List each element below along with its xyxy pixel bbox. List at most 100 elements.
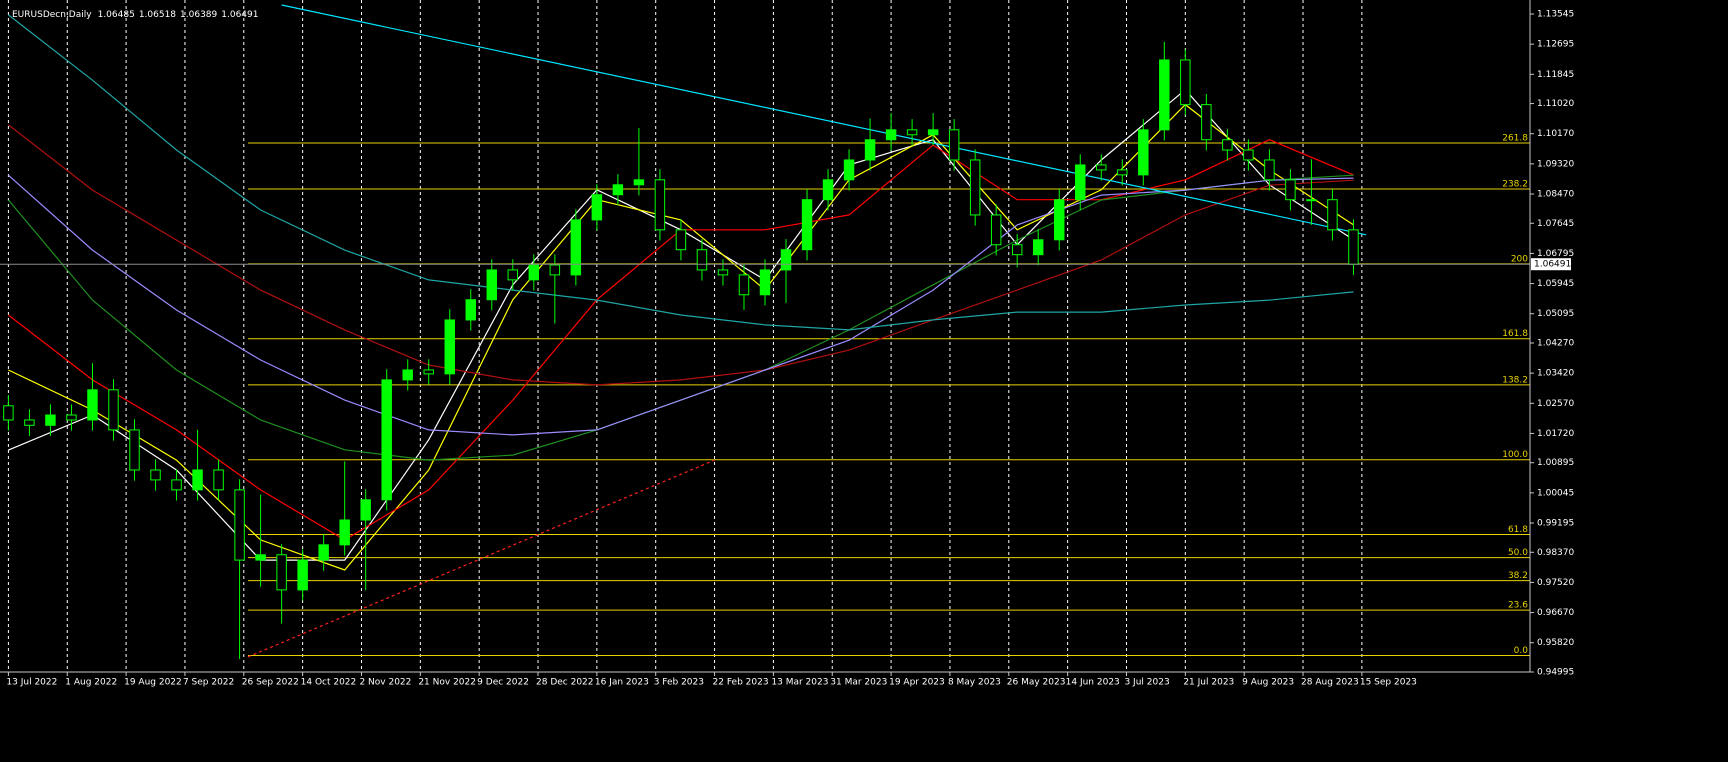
current-price-label: 1.06491 [1534,260,1571,270]
x-tick-label: 3 Jul 2023 [1124,678,1169,688]
candle-body [1159,59,1170,131]
y-tick-label: 1.13545 [1537,10,1574,20]
y-tick-label: 0.95820 [1537,638,1574,648]
candle-body [885,129,897,141]
y-tick-label: 1.00895 [1537,458,1574,468]
candle-body [1054,199,1065,241]
candle-body [150,469,161,481]
candle-body [507,269,519,281]
candle-body [297,559,308,591]
y-tick-label: 1.12695 [1537,40,1574,50]
x-tick-label: 28 Dec 2022 [536,678,594,688]
ohlc-high: 1.06518 [139,10,176,20]
y-tick-label: 1.10170 [1537,129,1574,139]
y-tick-label: 1.05095 [1537,309,1574,319]
axes: 1.13545 1.12695 1.11845 1.11020 1.10170 1.093… [6,10,1574,688]
candle-body [171,479,182,491]
x-tick-label: 2 Nov 2022 [359,678,411,688]
x-tick-label: 19 Aug 2022 [124,678,182,688]
candle-body [45,414,56,426]
candle-body [1011,244,1023,256]
indicator-line [8,124,1354,386]
x-tick-label: 3 Feb 2023 [654,678,704,688]
x-tick-label: 21 Jul 2023 [1183,678,1234,688]
candle-body [213,469,224,491]
candle-body [738,274,750,296]
candle-body [1222,139,1233,151]
x-tick-label: 26 Sep 2022 [242,678,299,688]
grid [7,0,1363,672]
x-tick-label: 21 Nov 2022 [418,678,476,688]
x-tick-label: 28 Aug 2023 [1301,678,1359,688]
x-tick-label: 14 Oct 2022 [301,678,357,688]
candle-body [990,214,1002,246]
candle-body [465,299,476,321]
fib-label: 38.2 [1508,571,1528,581]
candle-body [129,429,140,471]
candle-body [1201,104,1212,141]
indicator-line [8,174,1354,436]
y-tick-label: 1.05945 [1537,279,1574,289]
candle-body [591,194,603,221]
x-tick-label: 1 Aug 2022 [65,678,117,688]
y-tick-label: 1.02570 [1537,399,1574,409]
y-tick-label: 1.04270 [1537,339,1574,349]
candle-body [1117,169,1128,176]
candle-body [528,264,540,281]
y-tick-label: 1.01720 [1537,429,1574,439]
candle-body [108,389,119,431]
candle-body [234,489,245,561]
candle-body [864,139,876,161]
fib-label: 0.0 [1514,646,1529,656]
candle-body [486,269,498,301]
y-tick-label: 0.98370 [1537,548,1574,558]
candle-body [1180,59,1191,106]
candle-body [927,129,939,136]
x-tick-label: 16 Jan 2023 [595,678,649,688]
ohlc-low: 1.06389 [180,10,217,20]
candle-body [570,219,582,276]
ohlc-close: 1.06491 [221,10,258,20]
x-tick-label: 14 Jun 2023 [1066,678,1120,688]
x-tick-label: 19 Apr 2023 [889,678,945,688]
fib-label: 238.2 [1502,180,1528,190]
candle-body [1075,164,1086,201]
x-tick-label: 26 May 2023 [1007,678,1066,688]
candle-body [780,249,792,271]
symbol: EURUSDecn,Daily [12,10,92,20]
indicator-line [8,14,1354,331]
candle-body [1243,149,1254,161]
candle-body [822,179,834,201]
y-tick-label: 1.08470 [1537,190,1574,200]
candle-body [87,389,98,421]
candle-body [1348,229,1359,265]
fib-label: 261.8 [1502,133,1528,143]
candle-body [717,269,729,276]
indicator-line [247,459,715,658]
candle-body [948,129,960,161]
candle-body [3,405,14,421]
ohlc-open: 1.06485 [98,10,135,20]
y-tick-label: 1.07645 [1537,219,1574,229]
candle-body [423,369,434,375]
fib-label: 200 [1511,254,1528,264]
candle-body [612,184,624,196]
y-tick-label: 0.94995 [1537,668,1574,678]
candle-body [906,129,918,136]
candle-body [759,269,771,296]
candle-body [675,229,687,251]
candle-body [1285,179,1296,201]
candle-body [24,419,35,426]
x-tick-label: 13 Jul 2022 [6,678,57,688]
fib-label: 23.6 [1508,601,1528,611]
candle-body [381,379,392,501]
candle-body [1138,129,1149,176]
x-tick-label: 22 Feb 2023 [713,678,769,688]
y-tick-label: 1.11845 [1537,70,1574,80]
candle-body [402,369,413,381]
x-tick-label: 13 Mar 2023 [771,678,828,688]
x-tick-label: 15 Sep 2023 [1360,678,1417,688]
candle-body [66,414,77,421]
